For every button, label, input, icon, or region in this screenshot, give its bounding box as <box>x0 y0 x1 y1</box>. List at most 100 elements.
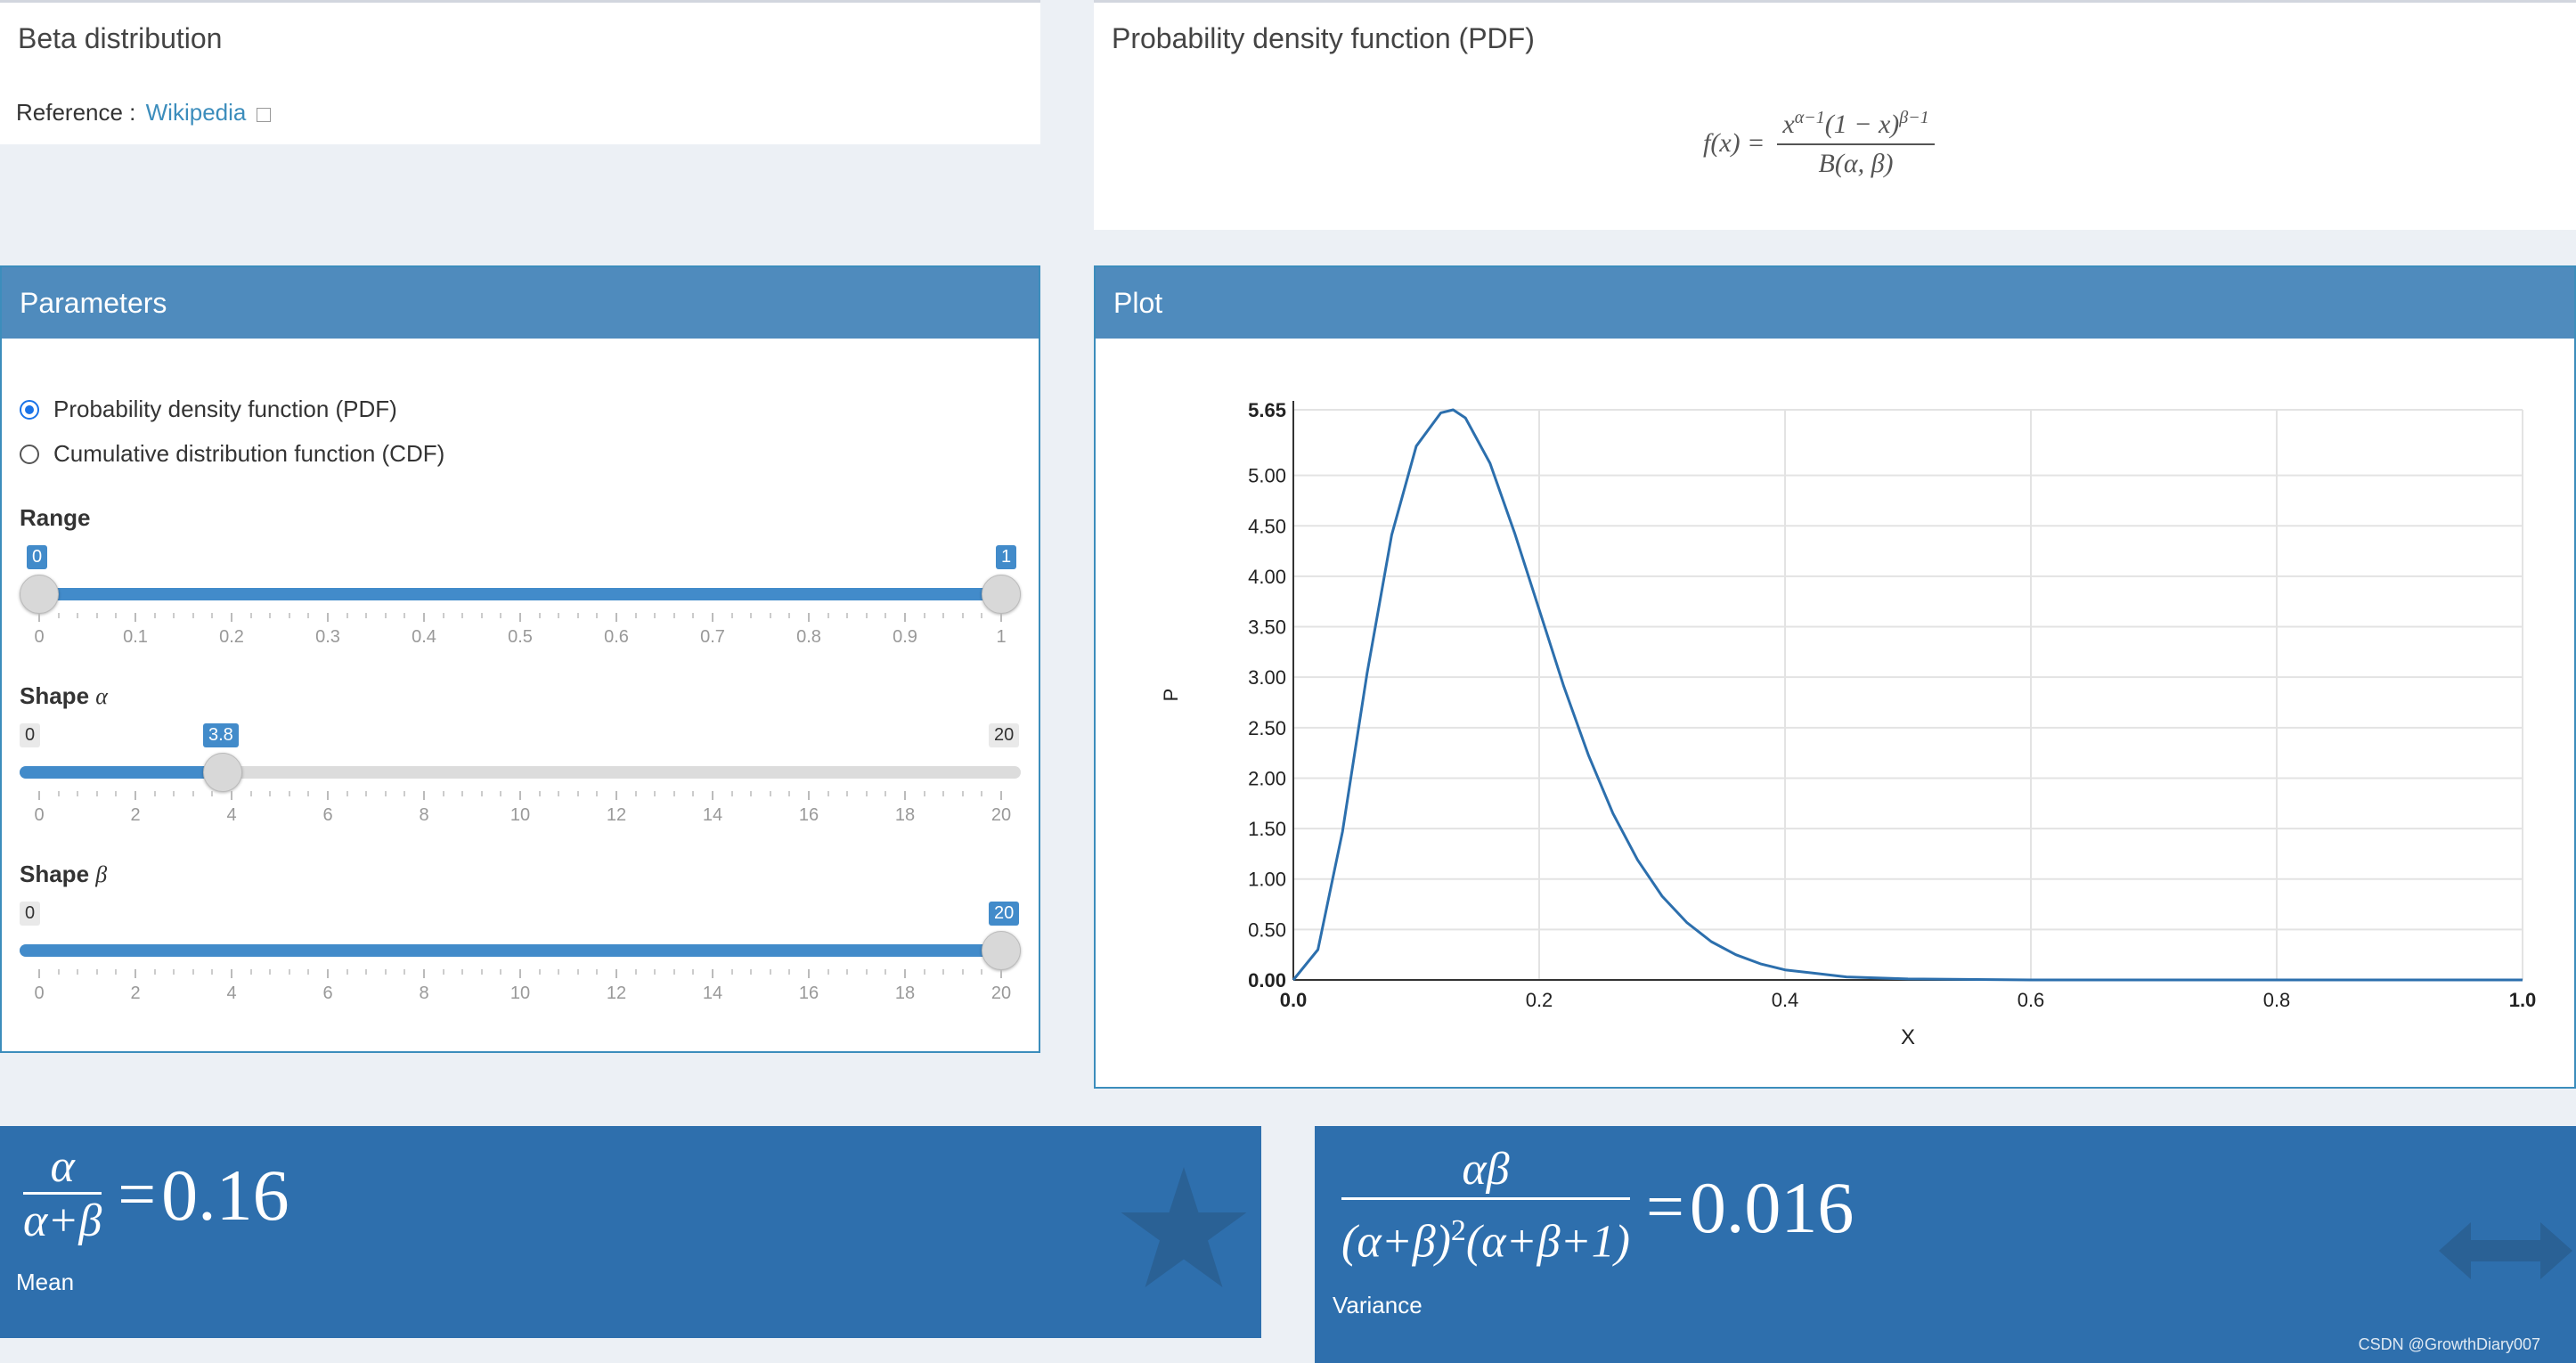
slider-minor-tick <box>480 613 483 618</box>
pdf-chart[interactable]: 0.00 0.50 1.00 1.50 2.00 2.50 3.00 3.50 4.00 4.50… <box>1096 339 2574 1087</box>
slider-minor-tick <box>500 613 502 618</box>
y-tick-label: 2.50 <box>1248 717 1286 739</box>
slider-minor-tick <box>654 613 656 618</box>
radio-pdf[interactable]: Probability density function (PDF) <box>20 396 397 423</box>
mean-denominator: α+β <box>23 1196 102 1246</box>
x-tick-label: 0.0 <box>1280 989 1308 1011</box>
slider-minor-tick <box>981 613 983 618</box>
slider-tick-label: 8 <box>419 983 429 1003</box>
range-ticks: 0 0.1 0.2 0.3 0.4 0.5 0.6 0.7 0.8 0.9 1 <box>34 613 1007 649</box>
slider-minor-tick <box>942 791 945 796</box>
slider-minor-tick <box>249 969 252 975</box>
alpha-slider[interactable]: 0 20 3.8 0 2 4 6 8 10 12 14 16 18 20 <box>20 723 1021 830</box>
y-tick-label: 5.00 <box>1248 465 1286 487</box>
slider-tick <box>615 969 617 978</box>
slider-minor-tick <box>269 613 272 618</box>
wikipedia-link[interactable]: Wikipedia <box>145 99 247 126</box>
range-high-handle[interactable] <box>982 575 1021 614</box>
slider-minor-tick <box>269 791 272 796</box>
beta-slider[interactable]: 0 20 0 2 4 6 8 10 12 14 16 18 20 <box>20 902 1021 1008</box>
slider-minor-tick <box>865 969 868 975</box>
slider-minor-tick <box>654 969 656 975</box>
pdf-formula-box: Probability density function (PDF) f(x) … <box>1094 0 2576 230</box>
range-slider[interactable]: 0 1 0 0.1 0.2 0.3 0.4 0.5 0.6 0.7 0.8 0.9 1 <box>20 545 1021 652</box>
slider-minor-tick <box>750 969 753 975</box>
beta-min-label: 0 <box>20 902 41 926</box>
slider-minor-tick <box>942 613 945 618</box>
beta-fill <box>20 944 1008 957</box>
slider-minor-tick <box>77 613 79 618</box>
slider-tick <box>38 969 40 978</box>
slider-minor-tick <box>95 969 98 975</box>
slider-tick <box>423 791 425 800</box>
x-tick-label: 0.6 <box>2018 989 2045 1011</box>
slider-minor-tick <box>596 791 599 796</box>
slider-minor-tick <box>307 613 310 618</box>
slider-minor-tick <box>827 791 829 796</box>
slider-minor-tick <box>788 613 791 618</box>
radio-cdf-button[interactable] <box>20 444 39 464</box>
slider-tick <box>904 791 906 800</box>
slider-tick <box>904 613 906 622</box>
x-tick-label: 1.0 <box>2509 989 2537 1011</box>
slider-tick <box>1000 969 1002 978</box>
pdf-curve <box>1292 408 2523 982</box>
slider-minor-tick <box>788 791 791 796</box>
plot-box: Plot 0.00 0.50 1.00 1.50 2.00 2.50 3.00 3.50 4.0… <box>1094 265 2576 1089</box>
slider-tick <box>231 791 232 800</box>
slider-minor-tick <box>192 969 194 975</box>
pdf-box-title: Probability density function (PDF) <box>1112 22 1535 54</box>
slider-minor-tick <box>480 791 483 796</box>
x-tick-label: 0.8 <box>2263 989 2291 1011</box>
slider-minor-tick <box>788 969 791 975</box>
slider-minor-tick <box>981 969 983 975</box>
slider-minor-tick <box>192 791 194 796</box>
slider-minor-tick <box>153 613 156 618</box>
slider-minor-tick <box>730 969 733 975</box>
slider-minor-tick <box>173 791 175 796</box>
slider-minor-tick <box>404 969 406 975</box>
radio-pdf-button[interactable] <box>20 399 39 420</box>
slider-tick-label: 0.7 <box>700 627 725 647</box>
star-icon <box>1121 1167 1247 1287</box>
slider-tick-label: 1 <box>996 627 1007 647</box>
slider-minor-tick <box>692 613 695 618</box>
slider-tick-label: 0.2 <box>219 627 244 647</box>
beta-handle[interactable] <box>982 931 1021 970</box>
slider-tick <box>327 791 329 800</box>
slider-minor-tick <box>865 791 868 796</box>
slider-minor-tick <box>346 969 348 975</box>
slider-tick-label: 20 <box>990 805 1012 825</box>
slider-minor-tick <box>750 791 753 796</box>
range-low-handle[interactable] <box>20 575 59 614</box>
slider-tick-label: 0.6 <box>604 627 629 647</box>
slider-minor-tick <box>634 969 637 975</box>
formula-fraction: xα−1(1 − x)β−1 B(α, β) <box>1777 108 1935 179</box>
slider-minor-tick <box>961 613 964 618</box>
slider-tick-label: 18 <box>894 983 916 1003</box>
slider-tick-label: 0 <box>34 983 45 1003</box>
alpha-track[interactable] <box>20 766 1021 779</box>
slider-minor-tick <box>884 791 887 796</box>
slider-tick-label: 0 <box>34 627 45 647</box>
alpha-handle[interactable] <box>203 753 242 792</box>
slider-minor-tick <box>480 969 483 975</box>
slider-minor-tick <box>634 613 637 618</box>
info-box: Beta distribution Reference : Wikipedia <box>0 0 1040 144</box>
slider-minor-tick <box>95 791 98 796</box>
slider-minor-tick <box>865 613 868 618</box>
slider-tick-label: 2 <box>130 805 141 825</box>
slider-minor-tick <box>57 613 60 618</box>
x-axis-label: X <box>1901 1025 1915 1049</box>
y-tick-label: 4.50 <box>1248 515 1286 537</box>
slider-minor-tick <box>307 791 310 796</box>
range-high-badge: 1 <box>996 545 1017 569</box>
radio-cdf[interactable]: Cumulative distribution function (CDF) <box>20 440 444 468</box>
range-fill <box>39 588 1001 600</box>
alpha-label: Shape α <box>20 682 108 709</box>
slider-minor-tick <box>77 791 79 796</box>
slider-tick <box>519 791 521 800</box>
y-tick-label: 1.50 <box>1248 818 1286 840</box>
slider-minor-tick <box>211 613 214 618</box>
slider-minor-tick <box>288 613 290 618</box>
